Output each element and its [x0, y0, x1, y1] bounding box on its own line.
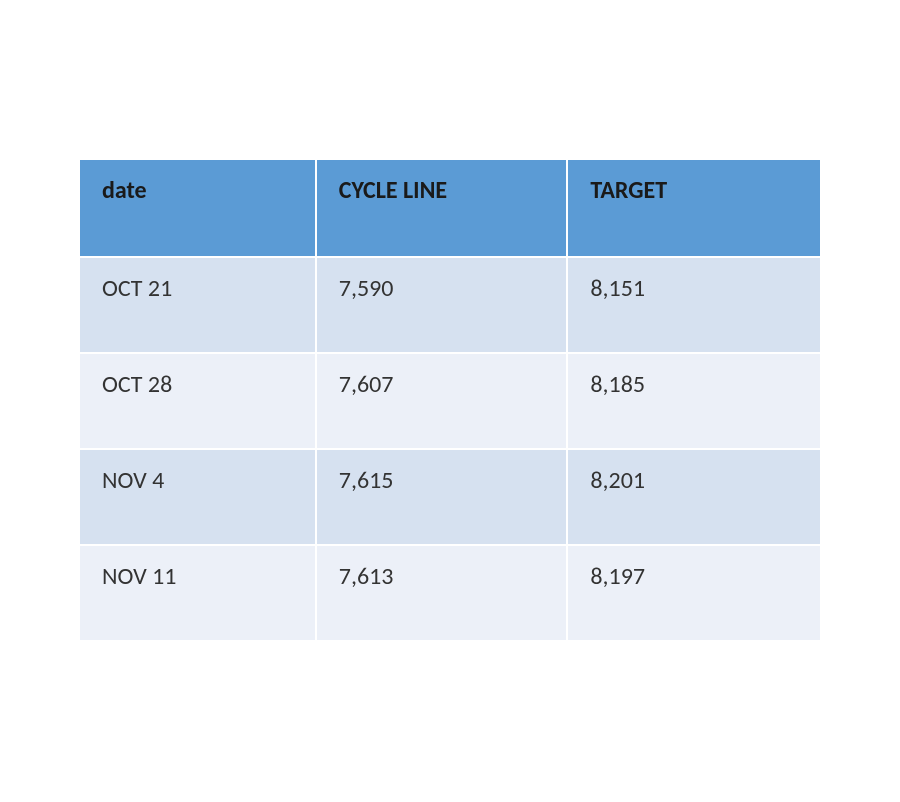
col-header-target: TARGET [568, 160, 820, 256]
table-header-row: date CYCLE LINE TARGET [80, 160, 820, 256]
cell-cycle-line: 7,607 [317, 352, 569, 448]
data-table: date CYCLE LINE TARGET OCT 21 7,590 8,15… [80, 160, 820, 640]
cell-date: NOV 4 [80, 448, 317, 544]
cell-target: 8,197 [568, 544, 820, 640]
cell-date: OCT 21 [80, 256, 317, 352]
table-row: NOV 4 7,615 8,201 [80, 448, 820, 544]
cell-cycle-line: 7,613 [317, 544, 569, 640]
cell-target: 8,185 [568, 352, 820, 448]
col-header-cycle-line: CYCLE LINE [317, 160, 569, 256]
cell-date: NOV 11 [80, 544, 317, 640]
cell-date: OCT 28 [80, 352, 317, 448]
cell-target: 8,201 [568, 448, 820, 544]
cell-target: 8,151 [568, 256, 820, 352]
cell-cycle-line: 7,615 [317, 448, 569, 544]
table-row: OCT 21 7,590 8,151 [80, 256, 820, 352]
table-container: date CYCLE LINE TARGET OCT 21 7,590 8,15… [80, 160, 820, 640]
col-header-date: date [80, 160, 317, 256]
cell-cycle-line: 7,590 [317, 256, 569, 352]
table-row: OCT 28 7,607 8,185 [80, 352, 820, 448]
table-row: NOV 11 7,613 8,197 [80, 544, 820, 640]
